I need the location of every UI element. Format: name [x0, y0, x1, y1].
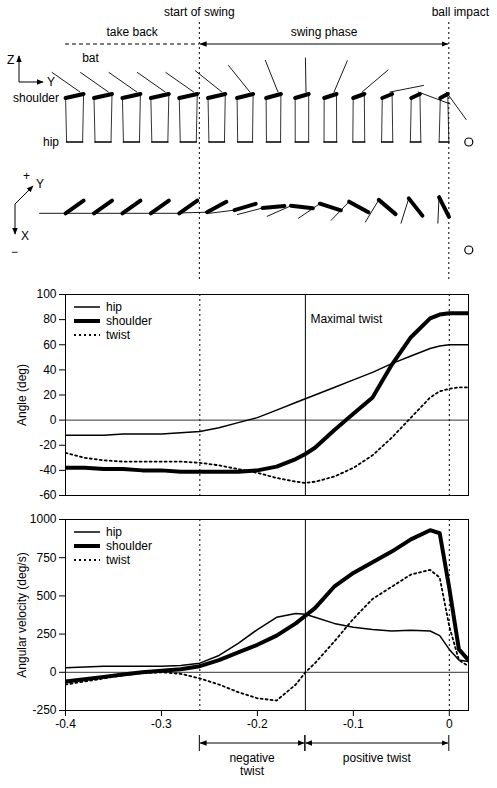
svg-text:start of swing: start of swing [164, 5, 235, 19]
svg-text:-40: -40 [39, 463, 57, 477]
svg-text:-250: -250 [32, 703, 56, 717]
html-text:shoulder: shoulder [106, 539, 152, 553]
svg-text:−: − [11, 245, 18, 259]
svg-text:Angle (deg): Angle (deg) [15, 364, 29, 426]
svg-text:positive twist: positive twist [343, 751, 412, 765]
svg-text:1000: 1000 [30, 512, 57, 526]
html-text:twist: twist [106, 328, 130, 342]
svg-text:-20: -20 [39, 438, 57, 452]
html-text:twist: twist [106, 553, 130, 567]
html-text:hip: hip [106, 300, 122, 314]
svg-text:Maximal twist: Maximal twist [310, 312, 383, 326]
svg-text:ball impact: ball impact [432, 5, 490, 19]
html-text:hip: hip [106, 525, 122, 539]
svg-text:750: 750 [36, 551, 56, 565]
svg-text:take back: take back [106, 25, 158, 39]
svg-text:-0.2: -0.2 [247, 717, 268, 731]
svg-text:0: 0 [446, 717, 453, 731]
svg-text:-0.4: -0.4 [55, 717, 76, 731]
svg-text:swing phase: swing phase [291, 25, 358, 39]
svg-text:100: 100 [36, 287, 56, 301]
svg-text:-0.1: -0.1 [343, 717, 364, 731]
svg-text:500: 500 [36, 589, 56, 603]
svg-text:80: 80 [43, 312, 57, 326]
svg-text:20: 20 [43, 388, 57, 402]
html-text:shoulder: shoulder [106, 314, 152, 328]
svg-text:Angular velocity (deg/s): Angular velocity (deg/s) [15, 552, 29, 677]
svg-text:0: 0 [50, 665, 57, 679]
svg-text:shoulder: shoulder [13, 91, 59, 105]
svg-text:0: 0 [50, 413, 57, 427]
svg-text:40: 40 [43, 363, 57, 377]
svg-text:Z: Z [7, 53, 14, 67]
svg-text:hip: hip [43, 135, 59, 149]
svg-text:Y: Y [36, 177, 44, 191]
svg-text:Y: Y [47, 75, 55, 89]
svg-text:-60: -60 [39, 488, 57, 502]
svg-text:+: + [23, 169, 30, 183]
svg-text:bat: bat [82, 51, 99, 65]
svg-text:250: 250 [36, 627, 56, 641]
svg-text:negative: negative [229, 751, 275, 765]
svg-text:-0.3: -0.3 [151, 717, 172, 731]
svg-text:X: X [21, 229, 29, 243]
svg-text:twist: twist [240, 764, 265, 778]
svg-text:60: 60 [43, 338, 57, 352]
